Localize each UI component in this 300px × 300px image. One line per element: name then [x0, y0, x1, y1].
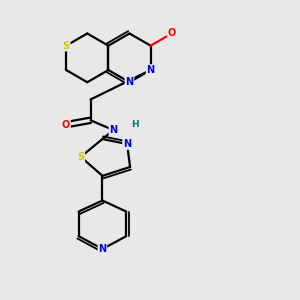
Text: O: O: [62, 120, 70, 130]
Text: N: N: [125, 77, 134, 87]
Text: H: H: [131, 120, 139, 129]
Text: N: N: [146, 65, 155, 75]
Text: S: S: [63, 41, 70, 51]
Text: N: N: [98, 244, 106, 254]
Text: N: N: [110, 125, 118, 135]
Text: S: S: [77, 152, 84, 162]
Text: N: N: [123, 139, 131, 149]
Text: O: O: [168, 28, 176, 38]
